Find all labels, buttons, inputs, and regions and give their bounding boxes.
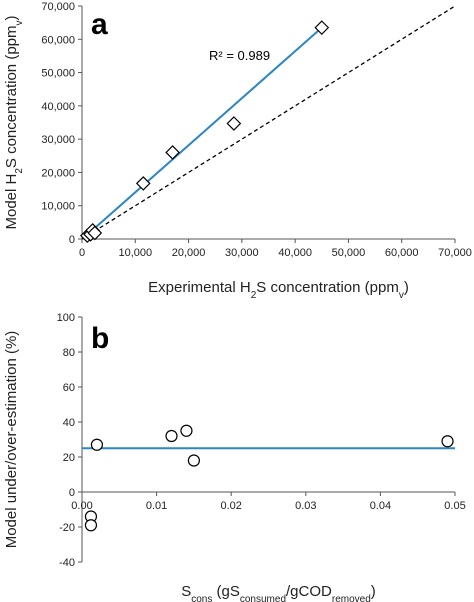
data-point-circle [441, 435, 454, 448]
x-tick-label: 60,000 [385, 247, 419, 259]
y-tick-label: 0 [69, 234, 75, 246]
x-tick-label: 0.03 [295, 500, 316, 512]
x-tick-label: 0.02 [220, 500, 241, 512]
x-tick-label: 0.00 [71, 500, 92, 512]
y-tick-label: 80 [63, 347, 75, 359]
data-point-diamond [135, 176, 151, 191]
y-tick-label: -40 [59, 557, 75, 569]
x-tick-label: 0.05 [444, 500, 465, 512]
y-tick-label: 10,000 [41, 201, 75, 213]
data-point-diamond [87, 225, 103, 241]
data-point-circle [90, 438, 104, 451]
y-tick-label: 40 [63, 417, 75, 429]
x-tick-label: 50,000 [332, 247, 366, 259]
panel-label-b: b [91, 322, 109, 355]
data-point-diamond [226, 116, 242, 131]
y-tick-label: 20 [63, 452, 75, 464]
fit-line [86, 26, 323, 236]
data-point-diamond [314, 20, 330, 35]
x-tick-label: 30,000 [225, 247, 259, 259]
y-tick-label: 100 [57, 312, 75, 324]
x-tick-label: 0.01 [146, 500, 167, 512]
data-point-circle [84, 519, 98, 532]
identity-line [81, 5, 456, 240]
y-tick-label: 30,000 [41, 134, 75, 146]
x-axis-label: Scons (gSconsumed/gCODremoved) [181, 583, 376, 602]
x-tick-label: 70,000 [438, 247, 472, 259]
y-tick-label: 20,000 [41, 167, 75, 179]
y-tick-label: 60 [63, 382, 75, 394]
data-point-diamond [165, 145, 180, 160]
x-tick-label: 0 [79, 247, 85, 259]
r-squared-annotation: R² = 0.989 [209, 48, 270, 63]
y-axis-label: Model H2S concentration (ppmv) [3, 16, 25, 230]
x-tick-label: 40,000 [278, 247, 312, 259]
y-tick-label: 70,000 [41, 1, 75, 13]
panel-label-a: a [91, 8, 108, 41]
x-axis-label: Experimental H2S concentration (ppmv) [148, 279, 409, 301]
x-tick-label: 10,000 [118, 247, 152, 259]
data-point-circle [180, 424, 193, 437]
data-point-circle [165, 429, 178, 443]
x-tick-label: 0.04 [370, 500, 391, 512]
panel-a: 0 10,000 20,000 30,000 40,000 50,000 60,000 70,… [3, 1, 472, 301]
y-tick-label: 0 [69, 487, 75, 499]
panel-b: 0.00 0.01 0.02 0.03 0.04 0.05 -40 -20 0 20 40 60 80 1… [3, 312, 466, 602]
y-tick-label: 60,000 [41, 34, 75, 46]
y-axis-label: Model under/over-estimation (%) [3, 331, 20, 549]
x-tick-label: 20,000 [172, 247, 206, 259]
y-tick-label: 50,000 [41, 68, 75, 80]
data-point-circle [187, 454, 200, 467]
y-tick-label: 40,000 [41, 101, 75, 113]
y-tick-label: -20 [59, 522, 75, 534]
